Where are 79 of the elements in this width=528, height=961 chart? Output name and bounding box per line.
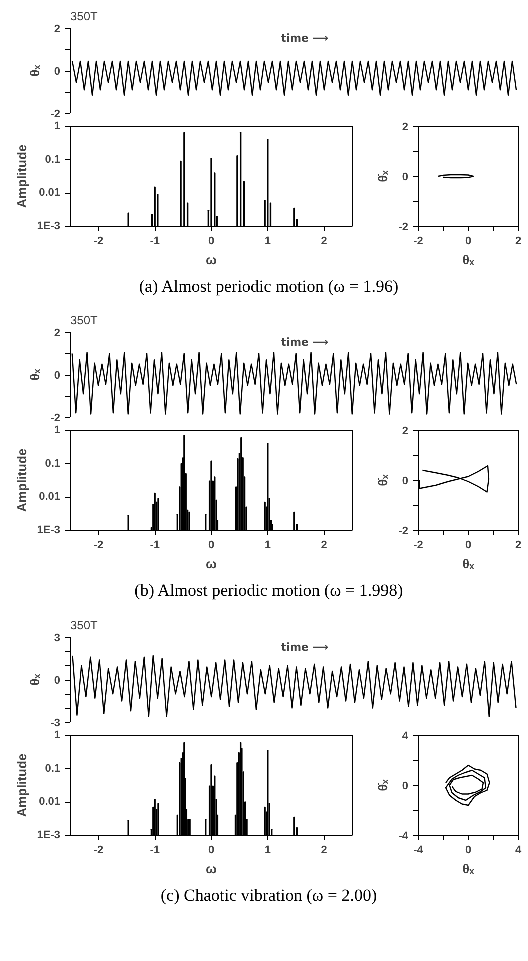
x-tick-label: 2 — [321, 236, 328, 248]
y-tick-label: 0 — [54, 674, 61, 687]
x-tick-label: 0 — [208, 540, 215, 552]
x-axis-title: θₓ — [462, 861, 475, 876]
x-axis-title: ω — [206, 556, 218, 572]
annotation: time ⟶ — [281, 32, 329, 46]
x-tick-label: 0 — [208, 844, 215, 856]
x-tick-label: 0 — [208, 236, 215, 248]
y-tick-label: 1E-3 — [37, 829, 61, 842]
x-tick-label: -1 — [150, 236, 160, 248]
y-tick-label: 0.01 — [39, 187, 61, 200]
y-tick-label: 0.1 — [45, 154, 61, 166]
y-tick-label: 0 — [54, 66, 61, 78]
y-tick-label: 1 — [54, 424, 61, 437]
y-tick-label: -2 — [50, 108, 60, 120]
y-axis-title: θₓ — [28, 673, 43, 686]
x-tick-label: 1 — [264, 540, 271, 552]
annotation: time ⟶ — [281, 640, 329, 654]
y-tick-label: -2 — [398, 222, 408, 234]
y-tick-label: 0.01 — [39, 491, 61, 504]
x-tick-label: 1 — [264, 236, 271, 248]
x-tick-label: -1 — [150, 844, 160, 856]
x-tick-label: 2 — [321, 844, 328, 856]
y-tick-label: 0 — [54, 370, 61, 382]
text: 350T — [70, 314, 99, 328]
y-axis-title: θₓ — [28, 64, 43, 77]
x-tick-label: -2 — [414, 540, 424, 552]
y-tick-label: 1 — [54, 729, 61, 742]
y-tick-label: 1E-3 — [37, 524, 61, 537]
y-axis-title: θ̇ₓ — [376, 778, 391, 791]
y-tick-label: 2 — [402, 122, 409, 134]
y-axis-title: Amplitude — [14, 753, 30, 817]
x-tick-label: -1 — [150, 540, 160, 552]
x-tick-label: 0 — [465, 540, 472, 552]
x-tick-label: 2 — [515, 540, 522, 552]
y-tick-label: 1 — [54, 120, 61, 132]
y-tick-label: 1E-3 — [37, 220, 61, 232]
text: (b) Almost periodic motion (ω = 1.998) — [134, 580, 404, 602]
text: 350T — [70, 618, 99, 632]
y-tick-label: 0.1 — [45, 762, 61, 774]
y-tick-label: 0.1 — [45, 458, 61, 470]
x-tick-label: -4 — [414, 844, 424, 856]
x-axis-title: ω — [206, 861, 218, 876]
x-tick-label: 0 — [465, 236, 472, 248]
line-series — [445, 764, 490, 806]
y-tick-label: 3 — [54, 632, 61, 644]
x-tick-label: -2 — [94, 540, 104, 552]
x-tick-label: 2 — [321, 540, 328, 552]
y-tick-label: 2 — [54, 328, 61, 340]
x-axis-title: θₓ — [462, 556, 475, 572]
y-tick-label: 0 — [402, 780, 409, 792]
y-tick-label: -2 — [398, 526, 408, 538]
x-axis-title: θₓ — [462, 252, 475, 268]
x-tick-label: 2 — [515, 236, 522, 248]
y-axis-title: θₓ — [28, 369, 43, 382]
y-tick-label: 0.01 — [39, 796, 61, 808]
annotation: time ⟶ — [281, 336, 329, 350]
y-tick-label: 2 — [54, 24, 61, 36]
x-tick-label: 4 — [515, 844, 522, 856]
x-tick-label: -2 — [94, 844, 104, 856]
x-axis-title: ω — [206, 252, 218, 268]
y-tick-label: -3 — [50, 717, 60, 730]
y-axis-title: θ̇ₓ — [376, 474, 391, 487]
text: (a) Almost periodic motion (ω = 1.96) — [139, 276, 399, 298]
x-tick-label: 0 — [465, 844, 472, 856]
text: 350T — [70, 10, 99, 24]
y-axis-title: θ̇ₓ — [376, 170, 391, 182]
y-tick-label: 0 — [402, 172, 409, 184]
y-axis-title: Amplitude — [14, 144, 30, 208]
y-axis-title: Amplitude — [14, 448, 30, 513]
y-tick-label: -2 — [50, 412, 60, 425]
x-tick-label: 1 — [264, 844, 271, 856]
y-tick-label: 2 — [402, 426, 409, 438]
y-tick-label: 4 — [402, 730, 410, 742]
y-tick-label: -4 — [398, 830, 410, 842]
text: (c) Chaotic vibration (ω = 2.00) — [160, 884, 378, 907]
y-tick-label: 0 — [402, 476, 409, 488]
x-tick-label: -2 — [414, 236, 424, 248]
x-tick-label: -2 — [94, 236, 104, 248]
